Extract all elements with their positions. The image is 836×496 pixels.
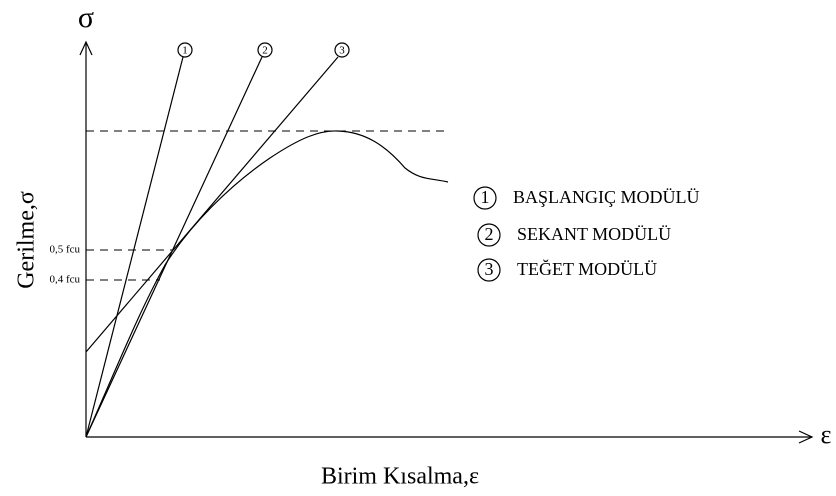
secant-modulus: [85, 56, 263, 438]
legend: 1 BAŞLANGIÇ MODÜLÜ 2 SEKANT MODÜLÜ 3 TEĞ…: [473, 186, 700, 282]
legend-text: TEĞET MODÜLÜ: [517, 258, 657, 279]
legend-text: BAŞLANGIÇ MODÜLÜ: [513, 187, 700, 207]
level-label: 0,5 fcu: [49, 244, 80, 256]
y-label: Gerilme,σ: [14, 191, 40, 289]
tag: 2: [262, 45, 268, 57]
x-label: Birim Kısalma,ε: [321, 464, 479, 490]
level-label: 0,4 fcu: [49, 274, 80, 286]
legend-circle: [477, 223, 501, 247]
legend-number: 1: [481, 187, 490, 207]
tag: 3: [339, 45, 345, 57]
x-symbol: ε: [821, 420, 832, 449]
y-symbol: σ: [78, 1, 94, 34]
legend-number: 2: [485, 224, 494, 244]
tag-circle: [177, 42, 193, 58]
tag-circle: [257, 42, 273, 58]
tag: 1: [182, 45, 188, 57]
legend-circle: [477, 258, 501, 282]
tangent-modulus: [85, 56, 339, 353]
legend-circle: [473, 186, 497, 210]
legend-number: 3: [485, 259, 494, 279]
line-tags: 1 2 3: [177, 42, 350, 58]
initial-modulus: [85, 56, 184, 438]
stress-strain-curve: [85, 130, 449, 438]
y-arrow: [79, 40, 93, 56]
legend-text: SEKANT MODÜLÜ: [517, 224, 671, 244]
x-arrow: [798, 430, 814, 444]
tag-circle: [334, 42, 350, 58]
